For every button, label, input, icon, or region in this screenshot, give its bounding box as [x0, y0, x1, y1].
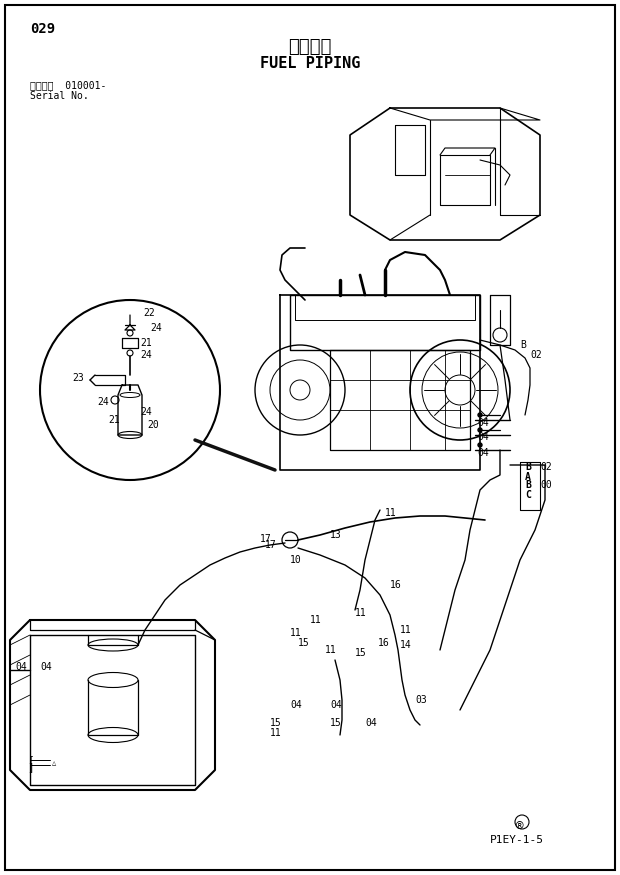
Text: B: B	[525, 480, 531, 490]
Text: 02: 02	[540, 462, 552, 472]
Text: 24: 24	[150, 323, 162, 333]
Text: 15: 15	[355, 648, 367, 658]
Text: P1EY-1-5: P1EY-1-5	[490, 835, 544, 845]
Text: 04: 04	[477, 418, 489, 428]
Text: B: B	[525, 462, 531, 472]
Text: 04: 04	[15, 662, 27, 672]
Text: 15: 15	[330, 718, 342, 728]
Text: 04: 04	[290, 700, 302, 710]
Text: 029: 029	[30, 22, 55, 36]
Text: 13: 13	[330, 530, 342, 540]
Text: 15: 15	[298, 638, 310, 648]
Text: 21: 21	[108, 415, 120, 425]
Text: 02: 02	[530, 350, 542, 360]
Text: 21: 21	[140, 338, 152, 348]
Text: 11: 11	[290, 628, 302, 638]
Text: FUEL PIPING: FUEL PIPING	[260, 56, 360, 71]
Text: 24: 24	[97, 397, 108, 407]
Text: Serial No.: Serial No.	[30, 91, 89, 101]
Text: 11: 11	[325, 645, 337, 655]
Circle shape	[478, 428, 482, 432]
Text: C: C	[525, 490, 531, 500]
Text: 10: 10	[290, 555, 302, 565]
Text: 11: 11	[270, 728, 281, 738]
Circle shape	[478, 413, 482, 417]
Text: 20: 20	[147, 420, 159, 430]
Text: 03: 03	[415, 695, 427, 705]
Text: B: B	[520, 340, 526, 350]
Text: 24: 24	[140, 407, 152, 417]
Text: 16: 16	[390, 580, 402, 590]
Text: 04: 04	[477, 448, 489, 458]
Text: 17: 17	[265, 540, 277, 550]
Text: 24: 24	[140, 350, 152, 360]
Text: ®: ®	[516, 820, 524, 833]
Text: 04: 04	[477, 432, 489, 442]
Text: △: △	[52, 760, 56, 766]
Text: 04: 04	[365, 718, 377, 728]
Text: 11: 11	[355, 608, 367, 618]
Text: 11: 11	[400, 625, 412, 635]
Text: 04: 04	[330, 700, 342, 710]
Circle shape	[478, 443, 482, 447]
Text: 14: 14	[400, 640, 412, 650]
Text: 適用号機  010001-: 適用号機 010001-	[30, 80, 107, 90]
Text: 17: 17	[260, 534, 272, 544]
Text: 04: 04	[40, 662, 51, 672]
Text: 23: 23	[72, 373, 84, 383]
Text: 22: 22	[143, 308, 155, 318]
Text: 11: 11	[310, 615, 322, 625]
Text: 11: 11	[385, 508, 397, 518]
Text: 16: 16	[378, 638, 390, 648]
Text: ]: ]	[27, 762, 33, 772]
Text: A: A	[525, 472, 531, 482]
Text: 15: 15	[270, 718, 281, 728]
Text: [: [	[27, 755, 33, 765]
Text: 燃料配管: 燃料配管	[288, 38, 332, 56]
Text: 00: 00	[540, 480, 552, 490]
